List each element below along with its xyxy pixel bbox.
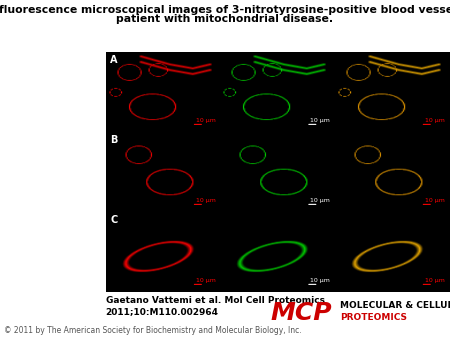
Text: PROTEOMICS: PROTEOMICS xyxy=(340,313,407,322)
Text: © 2011 by The American Society for Biochemistry and Molecular Biology, Inc.: © 2011 by The American Society for Bioch… xyxy=(4,326,302,335)
Text: C: C xyxy=(110,215,117,225)
Text: 10 μm: 10 μm xyxy=(425,118,445,123)
Text: patient with mitochondrial disease.: patient with mitochondrial disease. xyxy=(117,14,333,24)
Text: 10 μm: 10 μm xyxy=(425,278,445,283)
Text: 10 μm: 10 μm xyxy=(310,118,330,123)
Text: 10 μm: 10 μm xyxy=(310,198,330,203)
Text: 2011;10:M110.002964: 2011;10:M110.002964 xyxy=(106,307,219,316)
Text: 10 μm: 10 μm xyxy=(196,278,216,283)
Text: A: A xyxy=(110,55,118,65)
Text: 10 μm: 10 μm xyxy=(425,198,445,203)
Text: B: B xyxy=(110,135,118,145)
Text: Confocal fluorescence microscopical images of 3-nitrotyrosine-positive blood ves: Confocal fluorescence microscopical imag… xyxy=(0,5,450,15)
Text: MOLECULAR & CELLULAR: MOLECULAR & CELLULAR xyxy=(340,301,450,310)
Text: MCP: MCP xyxy=(270,300,332,325)
Text: 10 μm: 10 μm xyxy=(196,198,216,203)
Text: 10 μm: 10 μm xyxy=(196,118,216,123)
Text: Gaetano Vattemi et al. Mol Cell Proteomics: Gaetano Vattemi et al. Mol Cell Proteomi… xyxy=(106,296,325,305)
Text: 10 μm: 10 μm xyxy=(310,278,330,283)
